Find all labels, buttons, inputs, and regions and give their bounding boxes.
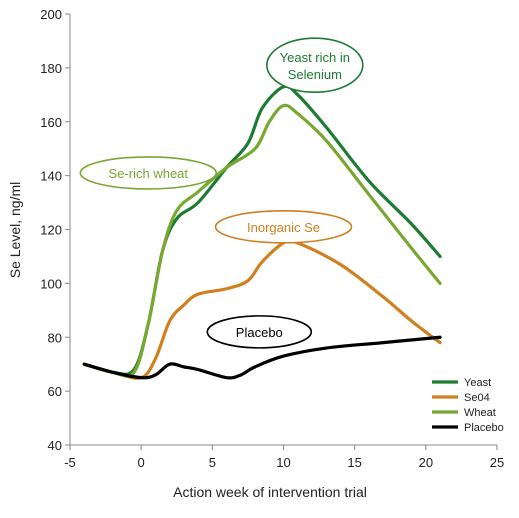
legend-label: Wheat [464,407,496,419]
legend-label: Yeast [464,377,491,389]
annotation-1: Se-rich wheat [79,156,218,190]
legend-label: Se04 [464,392,490,404]
legend: Yeast Se04 Wheat Placebo [432,377,504,434]
series-line-placebo [82,335,442,380]
legend-label: Placebo [464,422,504,434]
legend-entry: Wheat [432,407,496,419]
annotation-ellipse [266,37,364,93]
y-tick-label: 180 [40,61,62,76]
annotation-label-line2: Selenium [288,67,342,82]
annotation-3: Placebo [206,315,313,349]
annotation-ellipse [214,210,353,244]
x-tick-label: 0 [138,455,145,470]
y-tick-label: 40 [48,438,62,453]
y-tick-label: 160 [40,115,62,130]
annotation-ellipse [79,156,218,190]
legend-entry: Yeast [432,377,491,389]
x-axis-label: Action week of intervention trial [173,484,367,500]
series-lines [82,84,442,380]
y-tick-label: 100 [40,276,62,291]
annotation-label: Yeast rich in [280,50,350,65]
legend-entry: Se04 [432,392,490,404]
annotation-label: Se-rich wheat [109,166,189,181]
annotations: Yeast rich in Selenium Se-rich wheat Inorga… [79,37,364,349]
x-tick-label: 10 [276,455,290,470]
x-tick-label: 25 [490,455,504,470]
legend-entry: Placebo [432,422,504,434]
y-tick-label: 80 [48,330,62,345]
annotation-2: Inorganic Se [214,210,353,244]
y-tick-label: 140 [40,169,62,184]
series-line-se04 [82,238,442,380]
y-tick-label: 200 [40,7,62,22]
annotation-ellipse [206,315,313,349]
x-tick-label: 5 [209,455,216,470]
x-tick-label: -5 [64,455,76,470]
series-line-wheat [82,103,442,378]
axes: 40 60 80 100 120 140 160 180 200 -5 0 5 10 15 20 25 [40,7,504,470]
y-axis-label: Se Level, ng/ml [7,182,23,279]
annotation-label: Inorganic Se [247,220,320,235]
x-tick-label: 15 [347,455,361,470]
annotation-0: Yeast rich in Selenium [266,37,364,93]
y-tick-label: 60 [48,384,62,399]
y-tick-label: 120 [40,223,62,238]
x-tick-label: 20 [419,455,433,470]
annotation-label: Placebo [236,325,283,340]
